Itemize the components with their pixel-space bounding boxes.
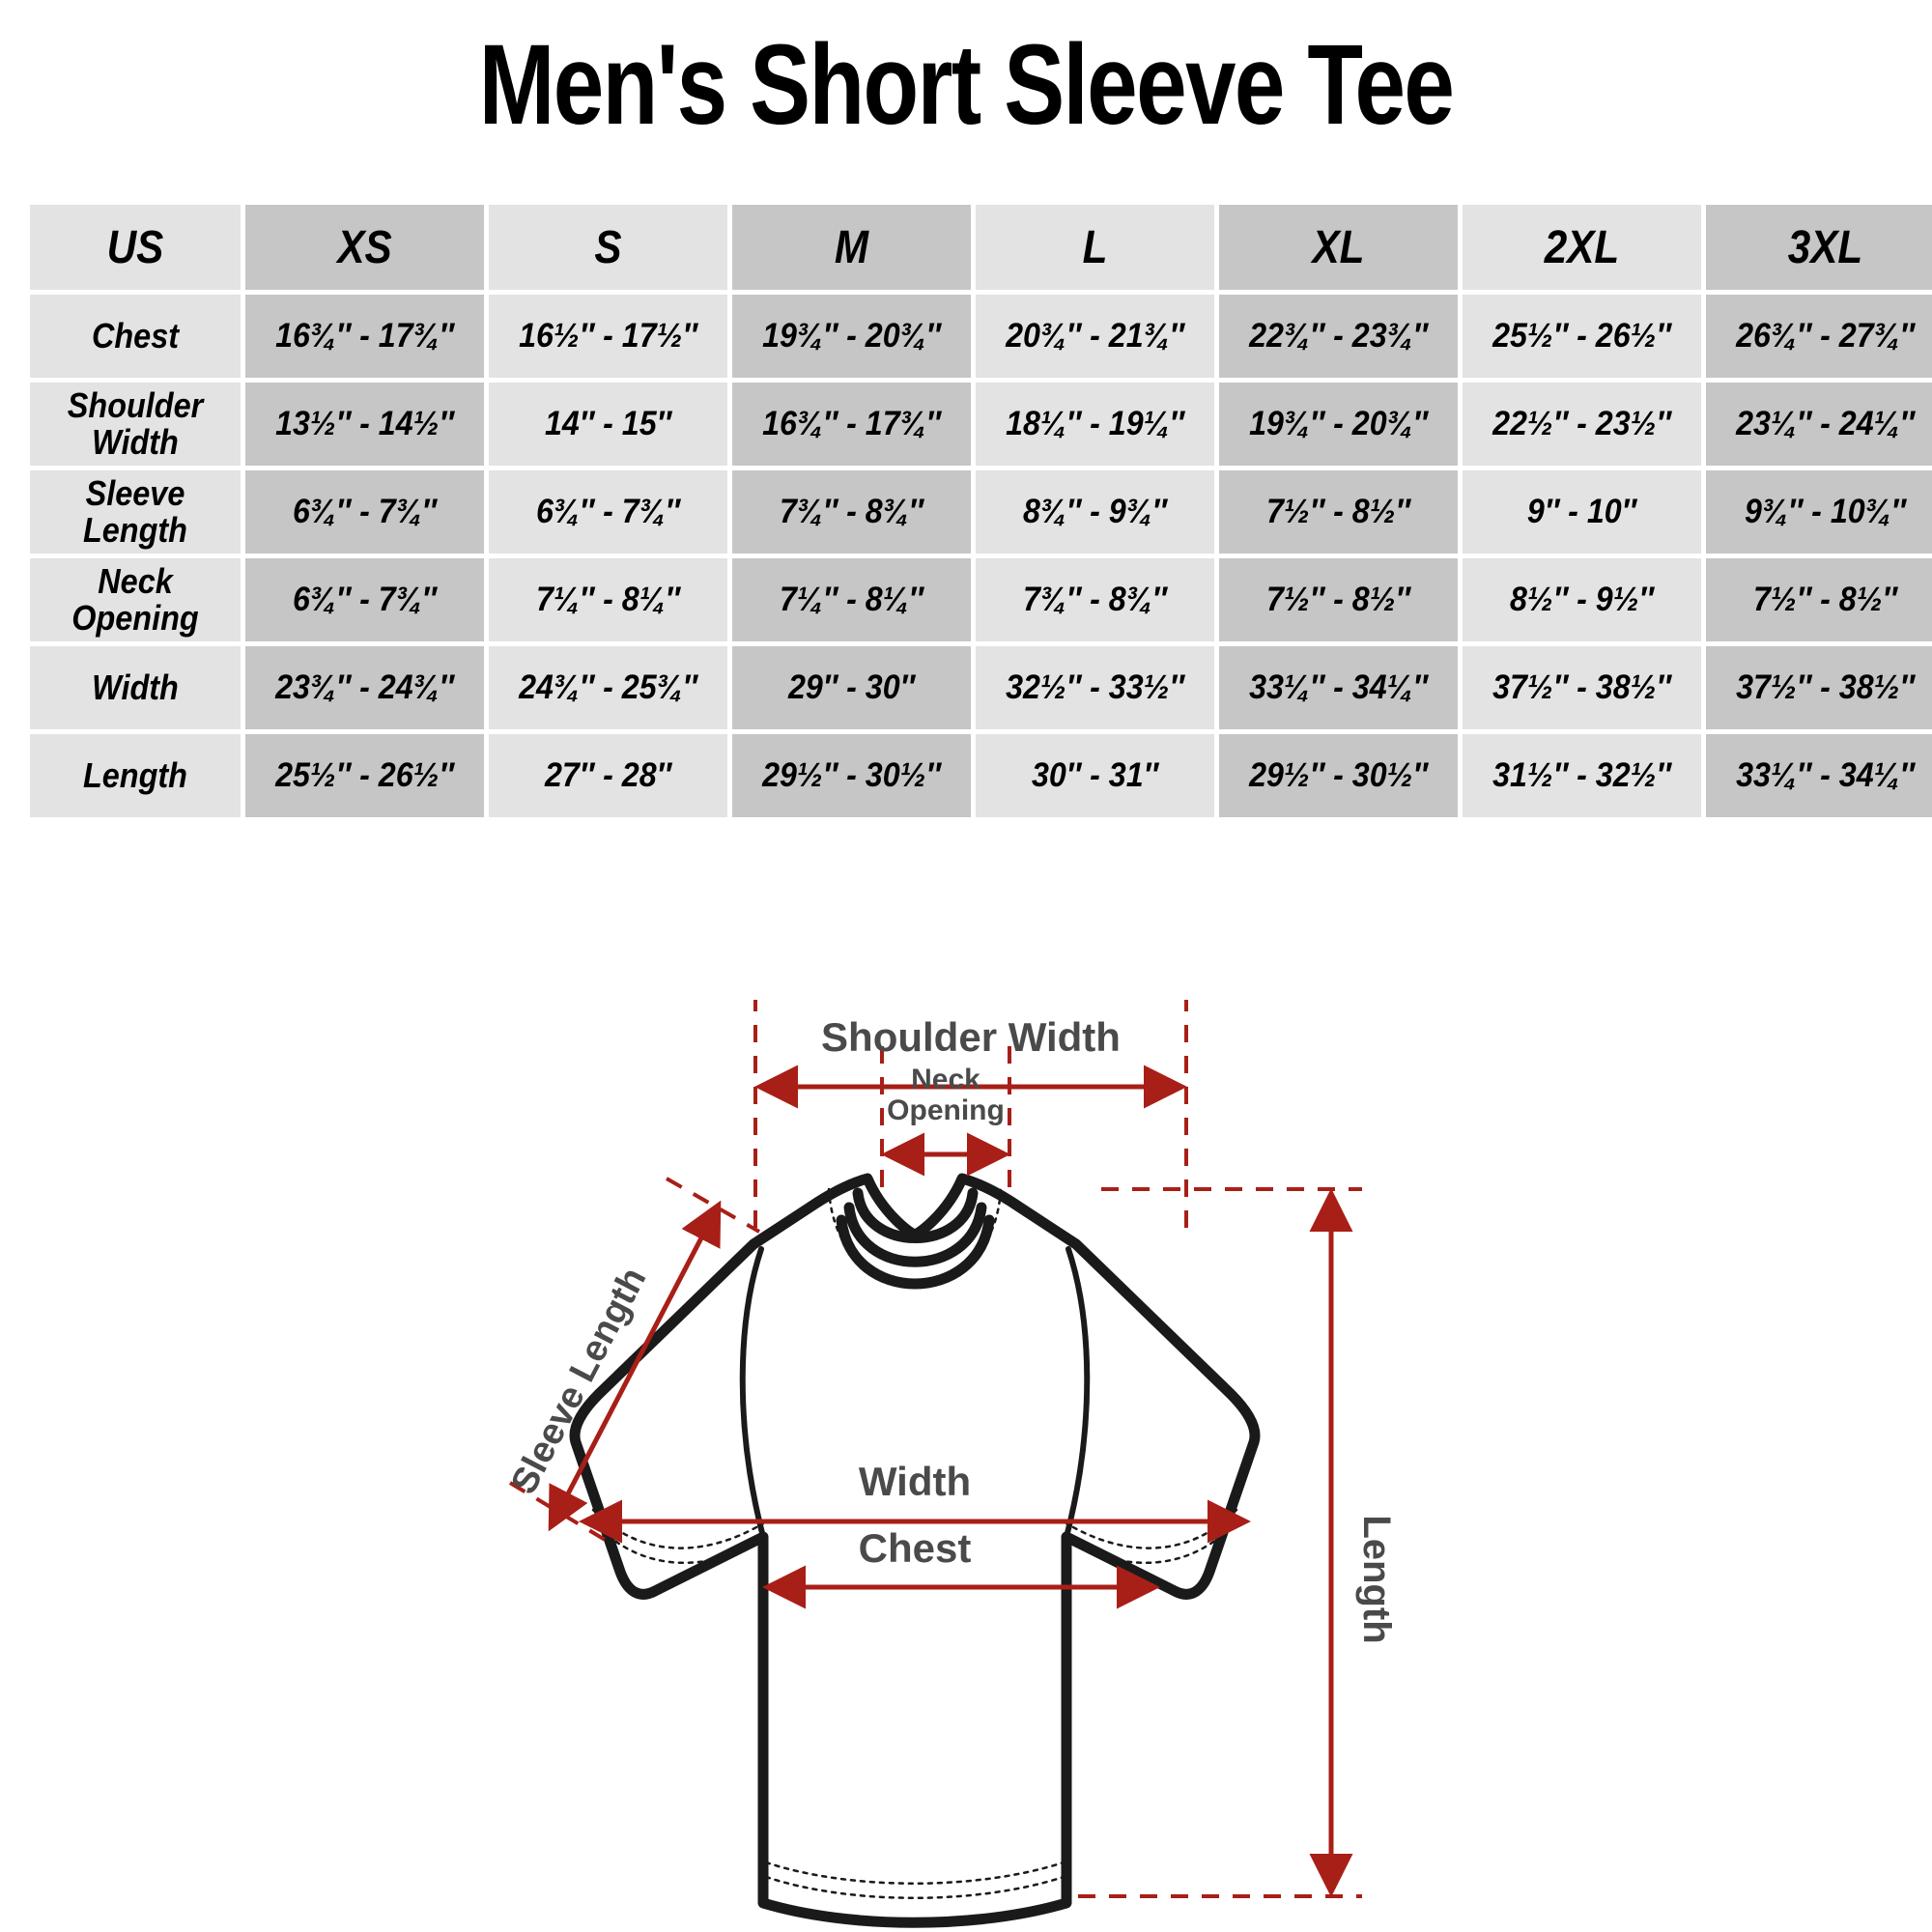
cell-chest-m: 19¾″ - 20¾″ <box>732 295 971 378</box>
cell-sleeve-length-s: 6¾″ - 7¾″ <box>489 470 727 554</box>
cell-neck-opening-2xl: 8½″ - 9½″ <box>1463 558 1701 641</box>
row-label-width: Width <box>30 646 241 729</box>
table-row: Length 25½″ - 26½″ 27″ - 28″ 29½″ - 30½″… <box>30 734 1932 817</box>
header-cell-l: L <box>976 205 1214 290</box>
cell-sleeve-length-3xl: 9¾″ - 10¾″ <box>1706 470 1932 554</box>
cell-shoulder-width-l: 18¼″ - 19¼″ <box>976 383 1214 466</box>
table-row: Chest 16¾″ - 17¾″ 16½″ - 17½″ 19¾″ - 20¾… <box>30 295 1932 378</box>
cell-width-l: 32½″ - 33½″ <box>976 646 1214 729</box>
cell-shoulder-width-xs: 13½″ - 14½″ <box>245 383 484 466</box>
bottom-hem-stitch-1 <box>764 1861 1065 1885</box>
header-cell-m: M <box>732 205 971 290</box>
header-cell-3xl: 3XL <box>1706 205 1932 290</box>
cell-chest-2xl: 25½″ - 26½″ <box>1463 295 1701 378</box>
label-shoulder-width: Shoulder Width <box>821 1014 1121 1060</box>
cell-chest-3xl: 26¾″ - 27¾″ <box>1706 295 1932 378</box>
cell-width-2xl: 37½″ - 38½″ <box>1463 646 1701 729</box>
cell-width-xs: 23¾″ - 24¾″ <box>245 646 484 729</box>
row-label-sleeve-length: Sleeve Length <box>30 470 241 554</box>
label-width: Width <box>859 1459 971 1504</box>
cell-neck-opening-l: 7¾″ - 8¾″ <box>976 558 1214 641</box>
size-chart-table: US XS S M L XL 2XL 3XL Chest 16¾″ - 17¾″… <box>25 200 1932 822</box>
cell-shoulder-width-m: 16¾″ - 17¾″ <box>732 383 971 466</box>
cell-neck-opening-3xl: 7½″ - 8½″ <box>1706 558 1932 641</box>
dimension-arrows <box>548 1065 1353 1897</box>
tee-measurement-diagram: Shoulder Width Neck Opening Sleeve Lengt… <box>0 1000 1932 1932</box>
table-row: Width 23¾″ - 24¾″ 24¾″ - 25¾″ 29″ - 30″ … <box>30 646 1932 729</box>
table-row: Shoulder Width 13½″ - 14½″ 14″ - 15″ 16¾″… <box>30 383 1932 466</box>
header-cell-2xl: 2XL <box>1463 205 1701 290</box>
arrow-sleeve-length <box>548 1200 722 1532</box>
cell-length-xs: 25½″ - 26½″ <box>245 734 484 817</box>
row-label-chest: Chest <box>30 295 241 378</box>
row-label-length: Length <box>30 734 241 817</box>
cell-width-m: 29″ - 30″ <box>732 646 971 729</box>
cell-sleeve-length-xs: 6¾″ - 7¾″ <box>245 470 484 554</box>
cell-sleeve-length-l: 8¾″ - 9¾″ <box>976 470 1214 554</box>
label-length: Length <box>1355 1515 1398 1643</box>
cell-chest-s: 16½″ - 17½″ <box>489 295 727 378</box>
header-cell-us: US <box>30 205 241 290</box>
page-title: Men's Short Sleeve Tee <box>478 21 1455 149</box>
cell-shoulder-width-s: 14″ - 15″ <box>489 383 727 466</box>
cell-width-xl: 33¼″ - 34¼″ <box>1219 646 1458 729</box>
cell-sleeve-length-2xl: 9″ - 10″ <box>1463 470 1701 554</box>
table-row: Sleeve Length 6¾″ - 7¾″ 6¾″ - 7¾″ 7¾″ - 8… <box>30 470 1932 554</box>
cell-width-s: 24¾″ - 25¾″ <box>489 646 727 729</box>
cell-chest-xl: 22¾″ - 23¾″ <box>1219 295 1458 378</box>
guide-sleeve-top <box>666 1177 760 1234</box>
collar-arc-outer <box>852 1187 979 1243</box>
cell-length-l: 30″ - 31″ <box>976 734 1214 817</box>
collar-arc-inner <box>836 1214 995 1290</box>
bottom-hem-stitch-2 <box>764 1875 1065 1899</box>
label-neck-opening-line2: Opening <box>887 1094 1005 1126</box>
cell-length-2xl: 31½″ - 32½″ <box>1463 734 1701 817</box>
header-cell-s: S <box>489 205 727 290</box>
cell-sleeve-length-m: 7¾″ - 8¾″ <box>732 470 971 554</box>
cell-sleeve-length-xl: 7½″ - 8½″ <box>1219 470 1458 554</box>
row-label-shoulder-width: Shoulder Width <box>30 383 241 466</box>
cell-length-3xl: 33¼″ - 34¼″ <box>1706 734 1932 817</box>
table-header-row: US XS S M L XL 2XL 3XL <box>30 205 1932 290</box>
header-cell-xl: XL <box>1219 205 1458 290</box>
cell-shoulder-width-xl: 19¾″ - 20¾″ <box>1219 383 1458 466</box>
cell-length-xl: 29½″ - 30½″ <box>1219 734 1458 817</box>
cell-shoulder-width-2xl: 22½″ - 23½″ <box>1463 383 1701 466</box>
cell-neck-opening-m: 7¼″ - 8¼″ <box>732 558 971 641</box>
cell-neck-opening-xl: 7½″ - 8½″ <box>1219 558 1458 641</box>
armhole-seam-right <box>1064 1246 1091 1540</box>
label-chest: Chest <box>859 1525 972 1571</box>
cell-length-s: 27″ - 28″ <box>489 734 727 817</box>
cell-chest-xs: 16¾″ - 17¾″ <box>245 295 484 378</box>
collar-arc-mid <box>843 1202 987 1267</box>
cell-neck-opening-xs: 6¾″ - 7¾″ <box>245 558 484 641</box>
cell-length-m: 29½″ - 30½″ <box>732 734 971 817</box>
header-cell-xs: XS <box>245 205 484 290</box>
armhole-seam-left <box>739 1246 766 1540</box>
cell-width-3xl: 37½″ - 38½″ <box>1706 646 1932 729</box>
size-table-body: US XS S M L XL 2XL 3XL Chest 16¾″ - 17¾″… <box>30 205 1932 817</box>
cell-neck-opening-s: 7¼″ - 8¼″ <box>489 558 727 641</box>
cell-shoulder-width-3xl: 23¼″ - 24¼″ <box>1706 383 1932 466</box>
row-label-neck-opening: Neck Opening <box>30 558 241 641</box>
table-row: Neck Opening 6¾″ - 7¾″ 7¼″ - 8¼″ 7¼″ - 8¼… <box>30 558 1932 641</box>
label-neck-opening-line1: Neck <box>911 1064 980 1095</box>
cell-chest-l: 20¾″ - 21¾″ <box>976 295 1214 378</box>
